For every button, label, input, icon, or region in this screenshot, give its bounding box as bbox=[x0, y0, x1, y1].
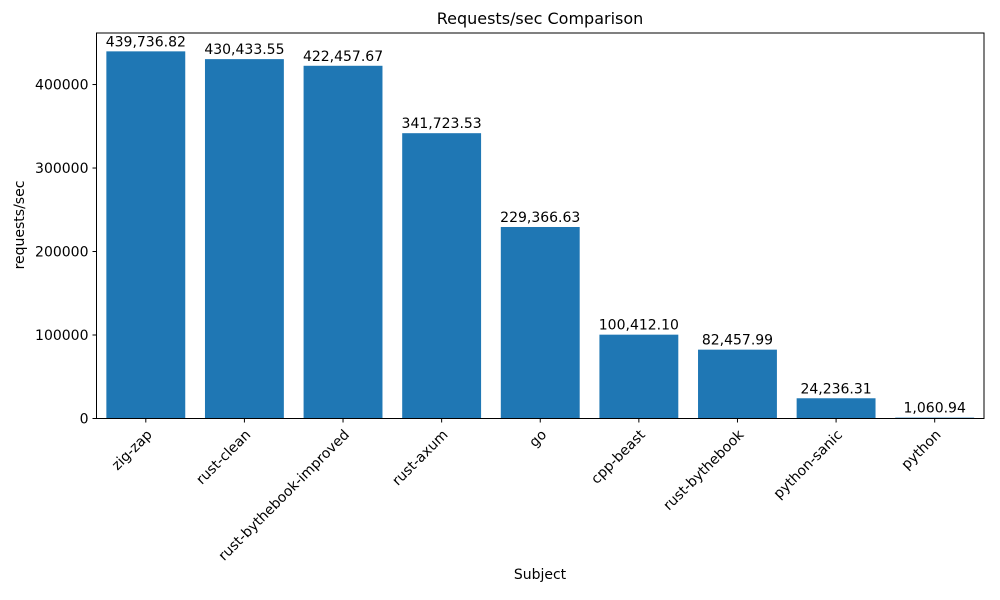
bar bbox=[204, 59, 284, 419]
x-tick-label: rust-bythebook bbox=[661, 426, 748, 513]
y-tick-label: 300000 bbox=[35, 161, 88, 177]
x-tick-label: rust-clean bbox=[193, 427, 254, 488]
bar-value-label: 430,433.55 bbox=[204, 42, 284, 58]
bar-value-label: 24,236.31 bbox=[800, 381, 871, 397]
x-tick-label: go bbox=[526, 427, 550, 451]
x-tick-label: python bbox=[899, 427, 945, 473]
bar bbox=[599, 334, 679, 419]
bar bbox=[500, 226, 580, 419]
y-tick-label: 200000 bbox=[35, 245, 88, 261]
bar bbox=[303, 65, 383, 419]
bar-value-label: 229,366.63 bbox=[500, 210, 580, 226]
bar bbox=[402, 133, 482, 419]
y-tick-label: 400000 bbox=[35, 78, 88, 94]
x-axis-label: Subject bbox=[513, 567, 567, 583]
bar-value-label: 82,457.99 bbox=[702, 333, 773, 349]
x-tick-label: zig-zap bbox=[109, 427, 156, 474]
bar-value-label: 422,457.67 bbox=[303, 49, 383, 65]
bar-value-label: 100,412.10 bbox=[599, 318, 679, 334]
chart-title: Requests/sec Comparison bbox=[436, 9, 644, 28]
x-tick-label: python-sanic bbox=[771, 427, 846, 502]
x-tick-label: cpp-beast bbox=[588, 427, 649, 488]
bar bbox=[106, 51, 186, 419]
y-tick-label: 100000 bbox=[35, 328, 88, 344]
plot-frame bbox=[96, 32, 985, 419]
bar bbox=[698, 349, 777, 419]
y-tick-label: 0 bbox=[80, 412, 89, 428]
bar-value-label: 1,060.94 bbox=[904, 401, 966, 417]
bar bbox=[796, 398, 876, 419]
bar-value-label: 439,736.82 bbox=[106, 34, 186, 50]
bar-value-label: 341,723.53 bbox=[402, 116, 482, 132]
x-tick-label: rust-axum bbox=[389, 427, 451, 489]
